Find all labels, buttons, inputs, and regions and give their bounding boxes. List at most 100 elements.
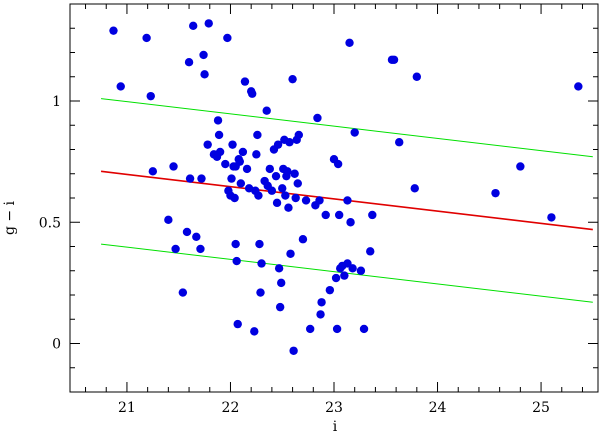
data-point (301, 196, 311, 205)
data-point (232, 256, 241, 266)
data-point (164, 215, 173, 225)
data-point (317, 298, 326, 307)
data-point (253, 130, 262, 140)
data-point (277, 278, 286, 288)
data-point (146, 91, 155, 101)
data-point (171, 244, 180, 254)
data-point (313, 113, 322, 123)
data-point (233, 319, 242, 329)
data-point (189, 21, 198, 31)
data-point (315, 196, 324, 205)
data-point (293, 179, 302, 188)
data-point (231, 162, 240, 171)
plot-frame (69, 3, 599, 393)
data-point (214, 130, 224, 140)
data-point (148, 167, 158, 176)
y-axis-label: g − i (2, 200, 18, 235)
trend-line-1 (101, 98, 593, 158)
data-point (291, 193, 300, 203)
data-point (265, 164, 275, 174)
data-point (395, 138, 404, 147)
data-point (242, 164, 252, 174)
data-point (346, 218, 355, 227)
data-point (221, 159, 230, 169)
data-point (142, 33, 151, 43)
data-point (228, 140, 237, 149)
data-point (200, 70, 209, 79)
data-point (275, 302, 285, 312)
x-tick-label: 23 (325, 400, 343, 416)
data-point (254, 191, 263, 200)
data-point (345, 38, 354, 47)
data-point (256, 288, 265, 297)
data-point (574, 82, 583, 91)
data-point (196, 244, 205, 254)
data-point (340, 271, 349, 280)
data-point (178, 288, 188, 297)
data-point (240, 77, 250, 86)
data-point (368, 210, 377, 220)
x-tick-label: 21 (118, 400, 136, 416)
data-point (283, 167, 292, 176)
data-point (199, 50, 208, 60)
data-point (289, 346, 298, 355)
data-point (250, 327, 259, 336)
data-point (169, 162, 178, 171)
data-point (333, 159, 343, 169)
data-point (278, 184, 287, 193)
data-point (366, 247, 375, 256)
data-points (109, 19, 583, 355)
data-point (305, 324, 315, 334)
data-point (262, 106, 271, 115)
data-point (334, 210, 344, 220)
data-point (197, 174, 206, 183)
y-tick-label: 1 (52, 94, 61, 110)
data-point (286, 249, 295, 258)
data-point (350, 128, 359, 137)
data-point (109, 26, 118, 35)
data-point (285, 138, 294, 147)
data-point (412, 72, 422, 81)
data-point (257, 259, 266, 268)
x-axis-label: i (333, 419, 338, 435)
axis-ticks (70, 3, 598, 393)
data-point (331, 273, 341, 283)
data-point (272, 198, 282, 208)
data-point (284, 203, 293, 212)
data-point (389, 55, 399, 64)
data-point (236, 179, 246, 188)
data-point (288, 74, 297, 84)
x-tick-label: 22 (222, 400, 240, 416)
data-point (316, 310, 325, 319)
data-point (294, 130, 303, 140)
data-point (290, 169, 299, 178)
data-point (227, 174, 236, 183)
data-point (359, 324, 369, 334)
data-point (325, 285, 335, 295)
data-point (230, 193, 239, 203)
data-point (273, 140, 283, 149)
data-point (215, 147, 225, 157)
data-point (274, 264, 284, 273)
data-point (203, 140, 212, 149)
data-point (231, 239, 240, 249)
data-point (192, 232, 201, 241)
data-point (184, 58, 194, 67)
x-tick-label: 25 (532, 400, 550, 416)
data-point (298, 235, 308, 244)
data-point (248, 89, 257, 98)
data-point (213, 116, 223, 125)
data-point (267, 186, 277, 195)
data-point (281, 191, 290, 200)
data-point (185, 174, 195, 183)
data-point (238, 147, 248, 157)
data-point (182, 227, 192, 237)
data-point (255, 239, 264, 249)
y-tick-label: 0.5 (39, 215, 61, 231)
data-point (332, 324, 342, 334)
data-point (547, 213, 556, 222)
data-point (343, 196, 352, 205)
tick-labels: 21 22 23 24 25 0 0.5 1 (39, 94, 550, 416)
data-point (356, 266, 366, 275)
